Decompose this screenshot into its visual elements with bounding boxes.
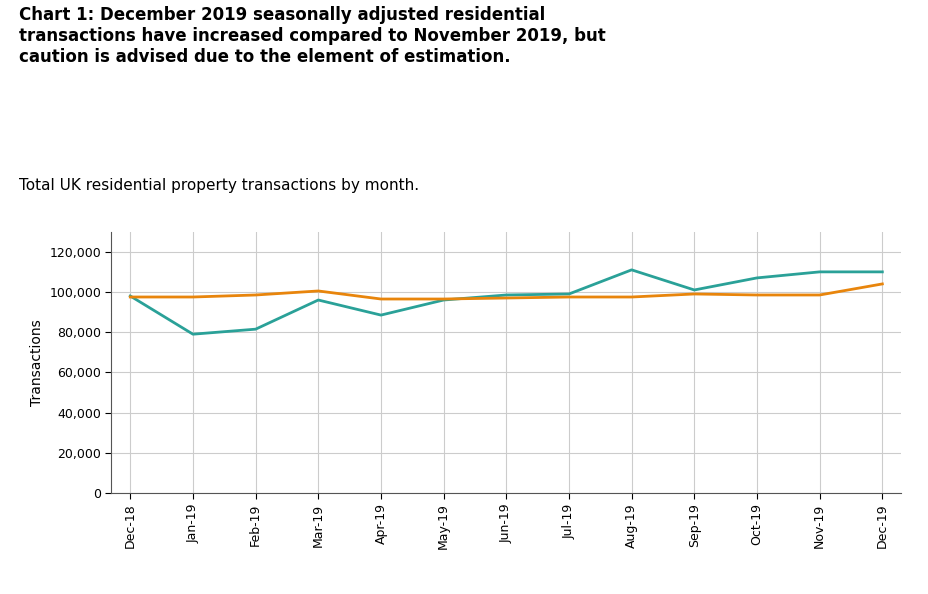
Seasonally Adjusted: [751, 292, 762, 299]
Seasonally Adjusted: [688, 290, 699, 298]
Y-axis label: Transactions: Transactions: [30, 319, 44, 406]
Non-seasonally Adjusted: [438, 296, 449, 304]
Seasonally Adjusted: [124, 293, 135, 301]
Seasonally Adjusted: [876, 280, 887, 287]
Line: Seasonally Adjusted: Seasonally Adjusted: [130, 284, 882, 299]
Seasonally Adjusted: [250, 292, 261, 299]
Non-seasonally Adjusted: [625, 266, 637, 273]
Non-seasonally Adjusted: [500, 292, 511, 299]
Non-seasonally Adjusted: [250, 326, 261, 333]
Seasonally Adjusted: [625, 293, 637, 301]
Seasonally Adjusted: [375, 295, 386, 302]
Seasonally Adjusted: [438, 295, 449, 302]
Seasonally Adjusted: [187, 293, 199, 301]
Seasonally Adjusted: [813, 292, 824, 299]
Non-seasonally Adjusted: [124, 292, 135, 299]
Non-seasonally Adjusted: [688, 286, 699, 293]
Non-seasonally Adjusted: [375, 311, 386, 318]
Text: Chart 1: December 2019 seasonally adjusted residential
transactions have increas: Chart 1: December 2019 seasonally adjust…: [19, 6, 605, 65]
Non-seasonally Adjusted: [187, 331, 199, 338]
Non-seasonally Adjusted: [751, 274, 762, 282]
Non-seasonally Adjusted: [876, 268, 887, 276]
Line: Non-seasonally Adjusted: Non-seasonally Adjusted: [130, 270, 882, 334]
Non-seasonally Adjusted: [313, 296, 324, 304]
Non-seasonally Adjusted: [813, 268, 824, 276]
Text: Total UK residential property transactions by month.: Total UK residential property transactio…: [19, 178, 419, 193]
Seasonally Adjusted: [562, 293, 574, 301]
Seasonally Adjusted: [500, 295, 511, 302]
Seasonally Adjusted: [313, 287, 324, 295]
Non-seasonally Adjusted: [562, 290, 574, 298]
